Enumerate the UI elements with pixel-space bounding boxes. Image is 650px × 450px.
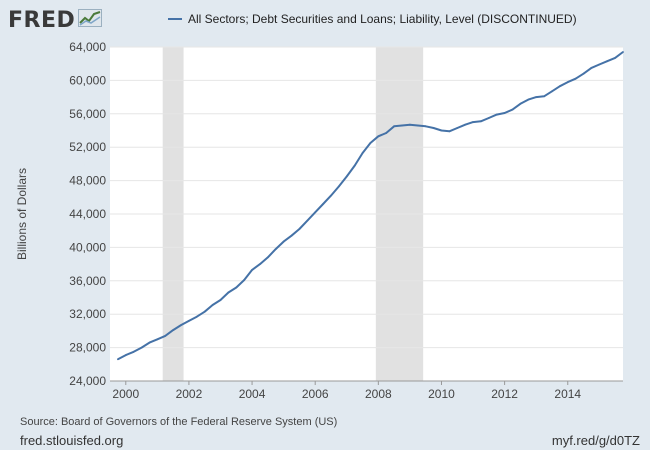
data-point [377,135,380,138]
data-point [227,291,230,294]
data-point [598,63,601,66]
y-tick-label: 56,000 [69,107,106,121]
y-axis-label: Billions of Dollars [15,168,29,260]
data-point [314,211,317,214]
x-tick-label: 2014 [554,387,581,401]
data-point [180,324,182,326]
x-tick-label: 2004 [239,387,266,401]
x-tick-label: 2008 [365,387,392,401]
data-point [251,269,254,271]
data-point [511,108,514,111]
site-link[interactable]: fred.stlouisfed.org [20,433,124,448]
data-point [156,338,159,341]
data-point [480,120,482,123]
data-point [409,123,411,126]
y-tick-label: 40,000 [69,240,106,254]
data-point [345,175,348,178]
fred-logo[interactable]: FRED [8,8,103,33]
y-tick-label: 48,000 [69,174,106,188]
y-tick-label: 28,000 [69,341,106,355]
data-point [290,234,293,237]
data-point [440,129,443,132]
data-point [259,263,261,265]
data-point [140,346,143,349]
data-point [472,121,474,123]
data-point [503,112,506,114]
y-tick-label: 36,000 [69,274,106,288]
data-point [211,304,214,306]
y-tick-label: 52,000 [69,140,106,154]
x-tick-label: 2006 [302,387,329,401]
data-point [432,127,435,129]
y-tick-label: 24,000 [69,374,106,388]
data-point [519,102,522,105]
data-point [543,95,545,98]
data-point [401,124,403,127]
x-tick-label: 2000 [112,387,139,401]
y-tick-label: 32,000 [69,307,106,321]
data-point [566,81,569,83]
x-tick-label: 2002 [176,387,203,401]
data-point [622,51,624,53]
data-point [243,279,246,281]
data-point [164,335,167,337]
data-point [527,98,530,101]
data-point [385,132,388,134]
legend-swatch [168,18,182,20]
x-tick-label: 2010 [428,387,455,401]
logo-text: FRED [8,8,76,33]
data-point [464,123,467,126]
data-point [582,72,585,75]
data-point [456,127,459,129]
data-point [606,60,609,63]
data-point [487,117,490,119]
data-point [330,194,332,197]
short-url-link[interactable]: myf.red/g/d0TZ [551,433,640,448]
data-point [148,341,151,344]
y-tick-label: 44,000 [69,207,106,221]
data-point [535,96,538,98]
data-point [132,350,135,353]
data-point [495,113,498,116]
data-point [393,125,395,128]
data-point [282,240,285,243]
data-point [448,130,451,133]
data-point [274,248,277,251]
data-point [219,299,222,301]
data-point [614,57,616,59]
x-tick-label: 2012 [491,387,518,401]
legend-label: All Sectors; Debt Securities and Loans; … [188,12,577,26]
data-point [322,203,324,205]
data-point [361,152,364,154]
data-point [235,286,238,289]
data-point [559,85,561,88]
data-point [369,142,372,144]
chart-legend: All Sectors; Debt Securities and Loans; … [168,12,577,26]
data-point [574,77,577,80]
data-point [117,358,119,361]
data-point [298,228,301,230]
data-point [424,125,427,128]
data-point [590,67,593,69]
data-point [188,320,190,322]
y-tick-label: 64,000 [69,40,106,54]
data-point [172,329,175,331]
y-tick-label: 60,000 [69,73,106,87]
data-point [338,185,340,188]
data-point [124,354,127,356]
data-point [306,219,309,222]
data-point [353,164,356,167]
line-graph-icon [78,9,103,32]
data-point [195,315,198,318]
data-point [266,256,269,259]
data-point [203,310,206,313]
data-point [551,90,553,93]
data-point [416,124,419,127]
source-note: Source: Board of Governors of the Federa… [20,416,338,428]
